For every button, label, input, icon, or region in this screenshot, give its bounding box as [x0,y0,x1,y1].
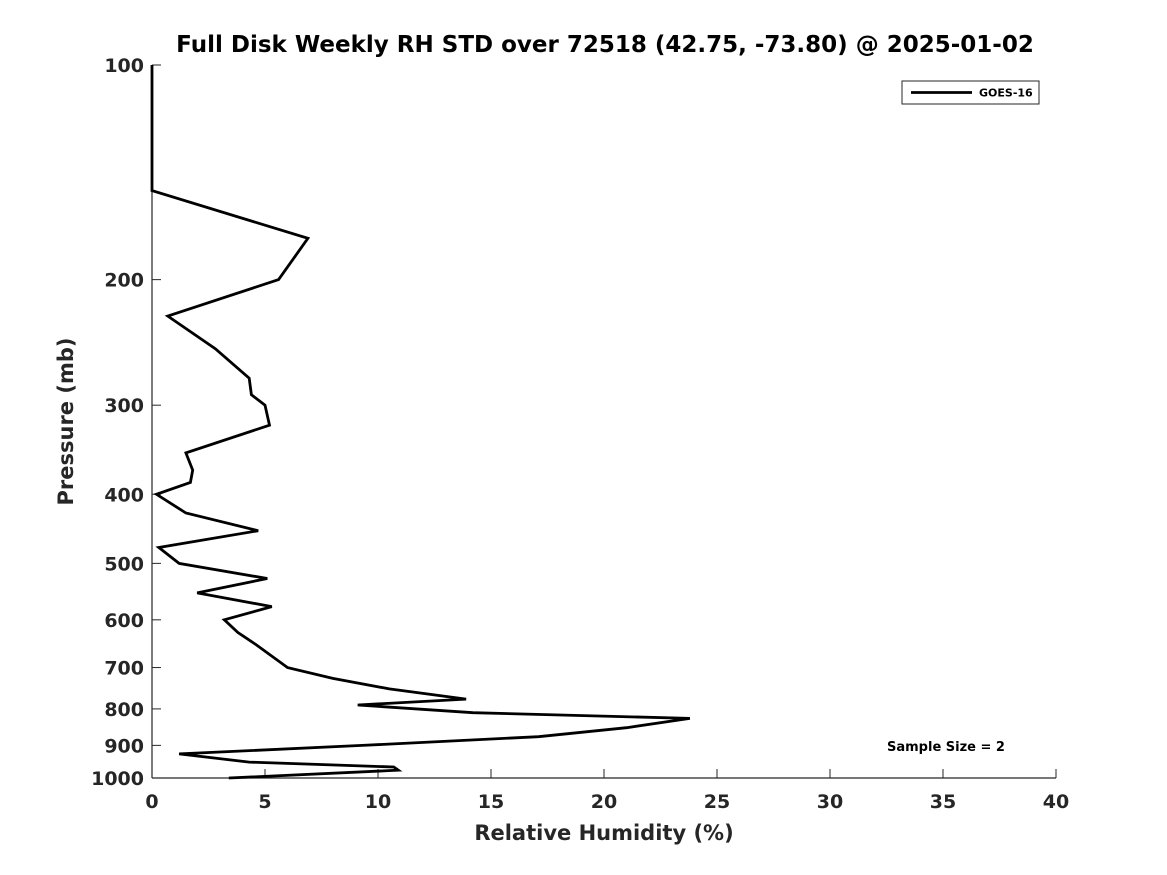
y-tick-label: 900 [104,735,144,757]
legend-label: GOES-16 [979,87,1033,100]
series-line-goes-16 [150,65,691,780]
x-axis-label: Relative Humidity (%) [474,821,733,845]
chart-title: Full Disk Weekly RH STD over 72518 (42.7… [176,32,1034,58]
x-tick-label: 35 [930,791,956,813]
x-tick-label: 0 [145,791,158,813]
y-tick-label: 500 [104,553,144,575]
series-layer [150,65,691,780]
x-tick-label: 20 [591,791,617,813]
labels: 0 5 10 15 20 25 30 35 40 100 200 300 400 500 600 700 800… [54,32,1069,845]
y-tick-label: 600 [104,610,144,632]
legend: GOES-16 [901,80,1040,105]
y-tick-label: 1000 [91,768,144,790]
y-tick-label: 100 [104,55,144,77]
x-tick-label: 30 [817,791,843,813]
x-tick-label: 5 [258,791,271,813]
y-axis-label: Pressure (mb) [54,338,78,506]
x-tick-label: 25 [704,791,730,813]
sample-size-annotation: Sample Size = 2 [887,740,1005,755]
y-tick-label: 700 [104,658,144,680]
x-tick-label: 10 [365,791,391,813]
y-tick-label: 800 [104,699,144,721]
y-tick-label: 400 [104,484,144,506]
x-tick-label: 40 [1043,791,1069,813]
x-tick-label: 15 [478,791,504,813]
axes [151,64,1057,779]
y-tick-label: 300 [104,395,144,417]
y-tick-label: 200 [104,270,144,292]
